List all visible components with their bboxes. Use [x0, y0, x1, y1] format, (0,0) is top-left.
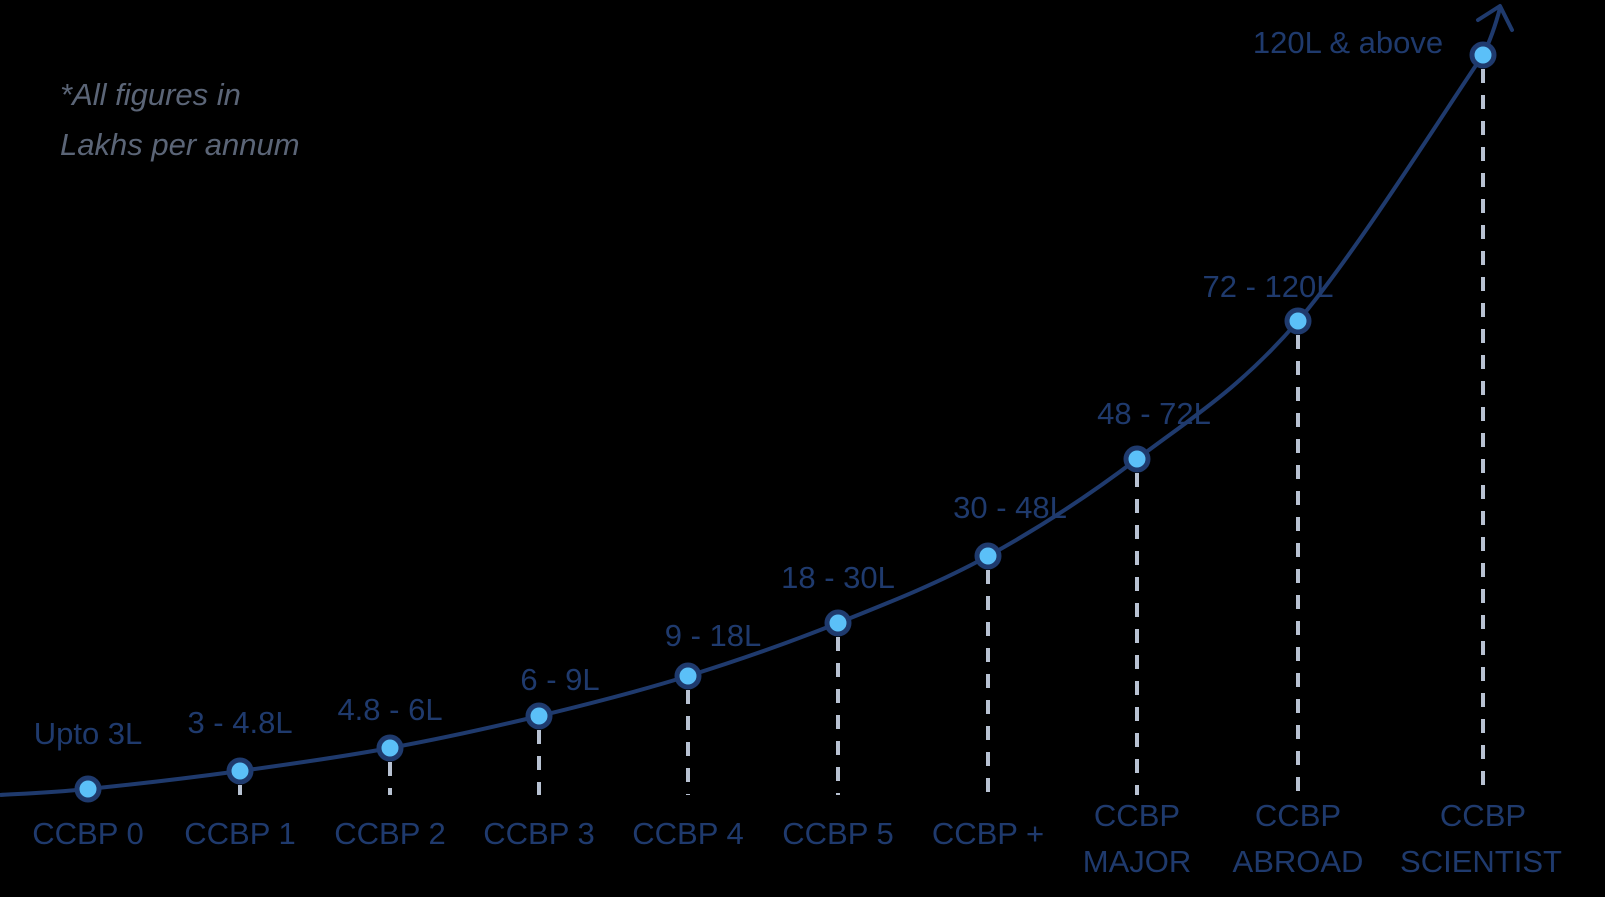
category-label: SCIENTIST: [1400, 844, 1562, 879]
data-point: [1284, 307, 1312, 335]
data-point: [226, 757, 254, 785]
category-label: CCBP 2: [334, 816, 445, 851]
category-label: CCBP 3: [483, 816, 594, 851]
dashed-guide-lines: [238, 69, 1485, 795]
category-label: CCBP: [1255, 798, 1341, 833]
value-label: 9 - 18L: [665, 618, 762, 653]
data-point: [74, 775, 102, 803]
data-point: [376, 734, 404, 762]
data-point: [1123, 445, 1151, 473]
units-note-line1: *All figures in: [60, 77, 241, 112]
value-label: 18 - 30L: [781, 560, 895, 595]
category-label: CCBP 0: [32, 816, 143, 851]
value-label: 4.8 - 6L: [337, 692, 442, 727]
value-label: Upto 3L: [34, 716, 143, 751]
category-label: MAJOR: [1083, 844, 1192, 879]
category-label: CCBP 1: [184, 816, 295, 851]
value-label: 120L & above: [1253, 25, 1443, 60]
category-label: CCBP: [1094, 798, 1180, 833]
category-label: CCBP 5: [782, 816, 893, 851]
data-markers: [74, 41, 1497, 803]
units-note-line2: Lakhs per annum: [60, 127, 300, 162]
category-labels: CCBP 0 CCBP 1 CCBP 2 CCBP 3 CCBP 4 CCBP 5 CCBP…: [32, 798, 1562, 879]
category-label: CCBP 4: [632, 816, 743, 851]
value-label: 48 - 72L: [1097, 396, 1211, 431]
data-point: [974, 542, 1002, 570]
data-point: [525, 702, 553, 730]
category-label: CCBP: [1440, 798, 1526, 833]
data-point: [824, 609, 852, 637]
data-point: [1469, 41, 1497, 69]
value-labels: Upto 3L 3 - 4.8L 4.8 - 6L 6 - 9L 9 - 18L 18 -…: [34, 25, 1443, 751]
value-label: 6 - 9L: [520, 662, 599, 697]
data-point: [674, 662, 702, 690]
category-label: ABROAD: [1233, 844, 1364, 879]
value-label: 72 - 120L: [1203, 269, 1334, 304]
value-label: 30 - 48L: [953, 490, 1067, 525]
growth-arrow-icon: [1476, 4, 1514, 32]
value-label: 3 - 4.8L: [187, 705, 292, 740]
category-label: CCBP +: [932, 816, 1044, 851]
